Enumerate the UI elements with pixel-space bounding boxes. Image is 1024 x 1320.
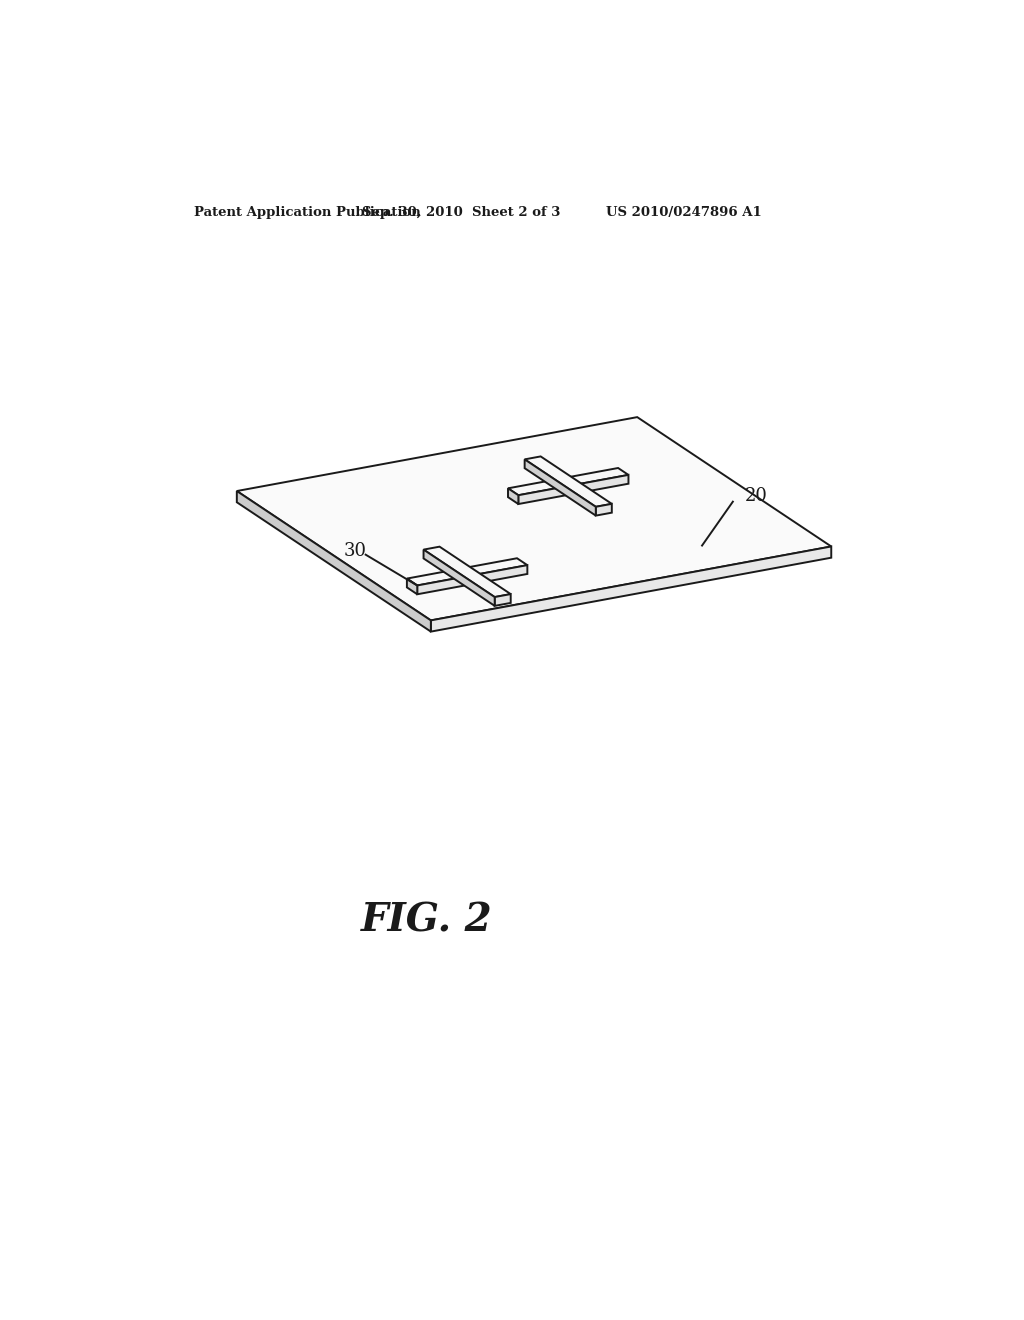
Polygon shape xyxy=(431,546,831,631)
Polygon shape xyxy=(424,546,511,597)
Polygon shape xyxy=(518,475,629,504)
Polygon shape xyxy=(508,469,629,495)
Polygon shape xyxy=(407,558,527,586)
Polygon shape xyxy=(417,565,527,594)
Text: 20: 20 xyxy=(744,487,767,504)
Text: FIG. 2: FIG. 2 xyxy=(361,902,493,940)
Polygon shape xyxy=(495,594,511,606)
Text: US 2010/0247896 A1: US 2010/0247896 A1 xyxy=(606,206,762,219)
Text: Patent Application Publication: Patent Application Publication xyxy=(194,206,421,219)
Text: 30: 30 xyxy=(344,541,367,560)
Polygon shape xyxy=(524,459,596,516)
Polygon shape xyxy=(407,578,417,594)
Polygon shape xyxy=(237,417,831,620)
Polygon shape xyxy=(596,504,611,516)
Polygon shape xyxy=(424,549,495,606)
Polygon shape xyxy=(524,457,611,507)
Polygon shape xyxy=(508,488,518,504)
Polygon shape xyxy=(237,491,431,631)
Text: Sep. 30, 2010  Sheet 2 of 3: Sep. 30, 2010 Sheet 2 of 3 xyxy=(362,206,561,219)
